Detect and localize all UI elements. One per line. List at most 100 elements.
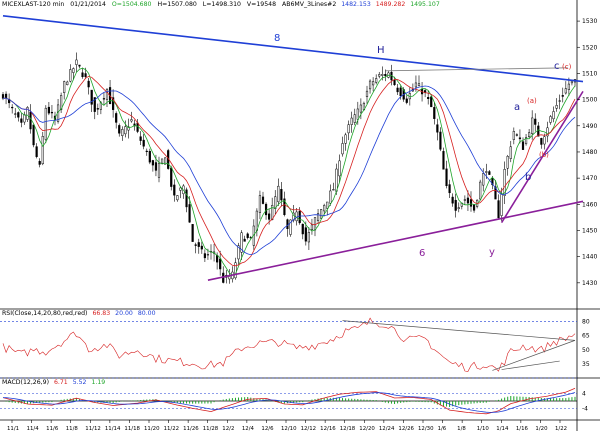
candle-body xyxy=(448,184,451,194)
candle-body xyxy=(347,124,350,134)
candle-body xyxy=(23,114,26,123)
date-tick-label: 11/26 xyxy=(183,426,199,431)
candle-body xyxy=(368,80,372,90)
candle-body xyxy=(417,83,421,87)
date-tick-label: 1/22 xyxy=(555,426,567,431)
candle-body xyxy=(124,126,127,135)
price-tick-label: 1440 xyxy=(582,254,597,261)
rsi-tick-label: 35 xyxy=(582,361,590,368)
candle-body xyxy=(329,190,332,204)
candle-body xyxy=(151,160,154,166)
candle-body xyxy=(87,80,90,88)
candle-body xyxy=(81,72,84,78)
price-tick-label: 1530 xyxy=(582,18,597,25)
candle-body xyxy=(503,168,506,196)
moving-average-line xyxy=(2,75,576,267)
candle-body xyxy=(344,134,347,144)
candle-body xyxy=(531,117,534,134)
candle-body xyxy=(512,131,515,140)
candle-body xyxy=(316,213,320,221)
wave-label-b: b xyxy=(525,172,531,183)
candle-body xyxy=(246,233,249,238)
candle-body xyxy=(84,73,87,78)
candle-body xyxy=(243,238,246,242)
candle-body xyxy=(320,209,323,219)
candle-body xyxy=(154,162,158,171)
candle-body xyxy=(555,105,558,109)
candle-body xyxy=(197,242,200,247)
candle-body xyxy=(78,64,81,67)
candle-body xyxy=(436,124,439,133)
candle-body xyxy=(191,224,194,242)
candle-body xyxy=(194,244,197,246)
candle-body xyxy=(353,114,356,123)
candle-body xyxy=(564,88,567,94)
price-tick-label: 1460 xyxy=(582,201,597,208)
candle-body xyxy=(1,94,5,99)
candle-body xyxy=(482,173,485,186)
price-header: MICEXLAST-120 min 01/21/2014 O=1504.680 … xyxy=(2,1,440,9)
price-layer xyxy=(1,15,584,284)
date-tick-label: 11/4 xyxy=(27,426,40,431)
candle-body xyxy=(304,227,307,242)
candle-body xyxy=(26,107,29,120)
candle-body xyxy=(96,108,99,110)
price-tick-label: 1510 xyxy=(582,70,597,77)
price-tick-label: 1470 xyxy=(582,175,597,182)
candle-body xyxy=(546,127,549,137)
candle-body xyxy=(341,143,344,155)
candle-body xyxy=(173,184,176,196)
candle-body xyxy=(105,88,109,100)
candle-body xyxy=(160,158,164,164)
candle-body xyxy=(518,137,522,140)
candle-body xyxy=(463,199,466,201)
candle-body xyxy=(350,117,353,125)
candle-body xyxy=(488,171,491,175)
candle-body xyxy=(179,187,182,191)
rsi-trendline xyxy=(342,320,576,341)
date-tick-label: 11/14 xyxy=(105,426,121,431)
candle-body xyxy=(219,258,222,270)
candle-body xyxy=(115,113,118,123)
candle-body xyxy=(20,118,23,123)
candle-body xyxy=(396,87,399,93)
candle-body xyxy=(237,245,240,260)
candle-body xyxy=(313,217,317,231)
wave-label-b-paren: (b) xyxy=(539,151,549,159)
ma2-value: 1489.282 xyxy=(375,1,406,8)
candle-body xyxy=(69,69,72,82)
candle-body xyxy=(63,81,66,93)
axis-layer: 1430 1440 1450 1460 1470 1480 1490 1500 1510 1520… xyxy=(7,18,597,431)
date-tick-label: 11/20 xyxy=(144,426,160,431)
candle-body xyxy=(570,80,574,84)
candle-body xyxy=(497,200,500,219)
date-tick-label: 1/10 xyxy=(477,426,490,431)
candle-body xyxy=(457,207,460,209)
date-tick-label: 11/18 xyxy=(124,426,140,431)
price-tick-label: 1430 xyxy=(582,280,597,287)
trendline-8 xyxy=(2,15,584,83)
candle-body xyxy=(32,124,35,146)
candle-body xyxy=(310,224,314,230)
wave-label-c-paren: (c) xyxy=(562,63,572,71)
candle-body xyxy=(338,160,341,177)
candle-body xyxy=(375,78,378,83)
candle-body xyxy=(552,111,555,120)
candle-body xyxy=(332,189,335,191)
candle-body xyxy=(75,59,78,65)
candle-body xyxy=(506,156,509,169)
candle-body xyxy=(405,98,408,103)
candle-body xyxy=(170,167,173,187)
candle-body xyxy=(102,98,106,100)
candle-body xyxy=(41,136,44,165)
ma3-value: 1495.107 xyxy=(410,1,440,8)
candle-body xyxy=(430,96,433,108)
candle-body xyxy=(29,111,32,130)
candle-body xyxy=(445,168,448,187)
candle-body xyxy=(393,79,396,86)
date-tick-label: 11/1 xyxy=(7,426,19,431)
candle-body xyxy=(274,196,277,209)
rsi-tick-label: 50 xyxy=(582,347,590,354)
candle-body xyxy=(93,97,96,112)
